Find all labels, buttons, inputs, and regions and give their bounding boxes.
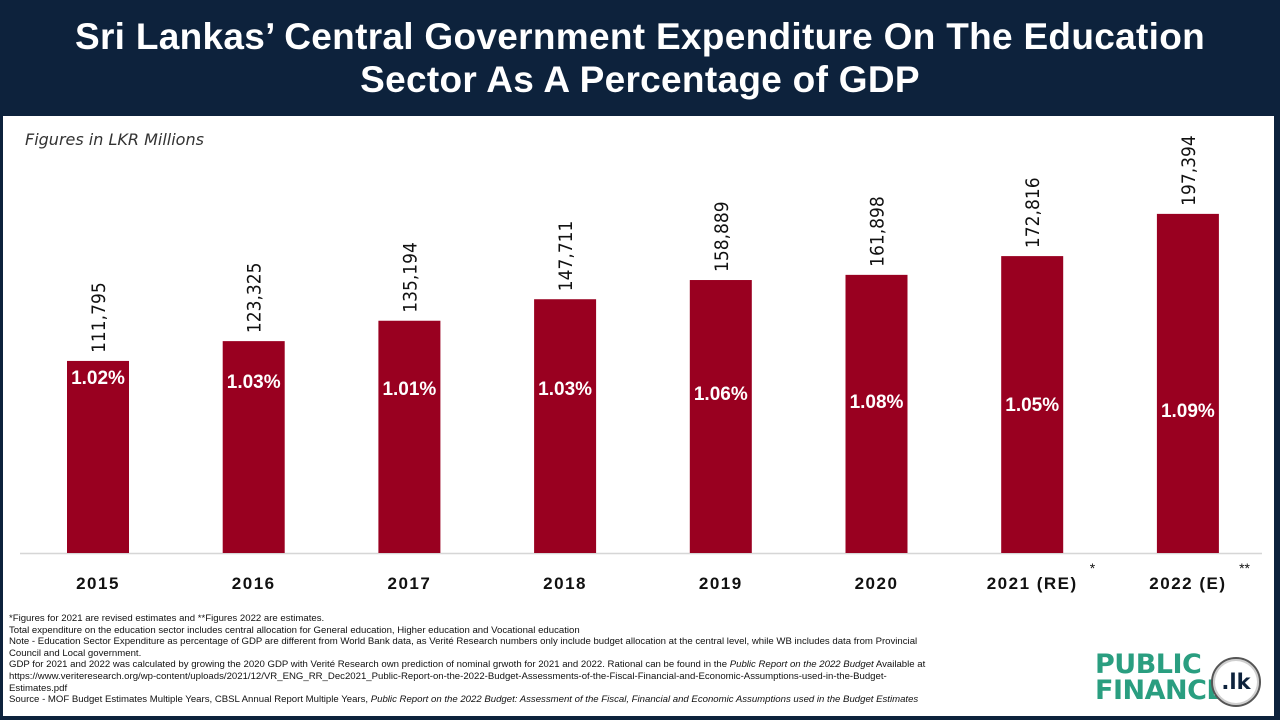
x-tick-label: 2022 (E) [1149,574,1226,593]
logo-text-public: PUBLIC [1095,649,1202,680]
pct-gdp-label: 1.08% [850,392,904,413]
value-label: 123,325 [244,262,266,333]
value-label: 147,711 [555,221,577,292]
footnotes: *Figures for 2021 are revised estimates … [9,613,1069,706]
footnote-coverage: Total expenditure on the education secto… [9,624,580,636]
x-tick-label: 2019 [699,574,743,593]
footnote-url-cont: Estimates.pdf [9,682,68,694]
pct-gdp-label: 1.03% [227,372,281,393]
pct-gdp-label: 1.09% [1161,401,1215,422]
x-tick-label: 2017 [387,574,431,593]
value-label: 172,816 [1022,177,1044,248]
logo-text-finance: FINANCE [1095,675,1225,706]
value-label: 111,795 [88,282,110,353]
source-report-title: Public Report on the 2022 Budget: Assess… [370,694,919,706]
bar-2020 [845,274,908,553]
x-tick-label: 2016 [232,574,276,593]
bar-2021 [1001,256,1064,553]
footnote-wb-note-cont: Council and Local government. [9,647,142,659]
x-tick-label: 2018 [543,574,587,593]
bar-2019 [689,280,752,553]
x-tick-label: 2020 [855,574,899,593]
pct-gdp-label: 1.05% [1005,395,1059,416]
bar-chart: 111,795 1.02% 2015 123,325 1.03% 2016 135,194 1… [20,135,1262,593]
footnote-gdp-method: GDP for 2021 and 2022 was calculated by … [9,659,926,671]
value-label: 197,394 [1178,135,1200,206]
pct-gdp-label: 1.03% [538,379,592,400]
pct-gdp-label: 1.06% [694,384,748,405]
bar-2016 [222,341,285,553]
bar-2015 [67,360,129,553]
x-tick-label: 2015 [76,574,120,593]
x-tick-label: 2021 (RE) [987,574,1078,593]
chart-title-line-1: Sri Lankas’ Central Government Expenditu… [75,16,1205,57]
footnote-estimates: *Figures for 2021 are revised estimates … [9,613,325,624]
footnote-marker: ** [1239,560,1250,576]
bar-2022 [1156,213,1219,553]
title-banner: Sri Lankas’ Central Government Expenditu… [0,0,1280,116]
footnote-source: Source - MOF Budget Estimates Multiple Y… [9,694,919,706]
pct-gdp-label: 1.02% [71,368,125,389]
value-label: 158,889 [711,201,733,272]
value-label: 135,194 [399,242,421,313]
pct-gdp-label: 1.01% [382,379,436,400]
footnote-url: https://www.veriteresearch.org/wp-conten… [9,670,887,682]
bar-2018 [534,299,597,553]
logo-lk-badge-icon: .lk [1211,657,1261,707]
publicfinance-logo: PUBLIC FINANCE .lk [1095,649,1265,712]
chart-title-line-2: Sector As A Percentage of GDP [360,59,920,100]
chart-subtitle: Figures in LKR Millions [25,130,204,149]
footnote-wb-note: Note - Education Sector Expenditure as p… [9,636,918,648]
bar-2017 [378,320,441,553]
value-label: 161,898 [867,196,889,267]
report-title-ref: Public Report on the 2022 Budget [729,659,874,671]
footnote-marker: * [1090,560,1096,576]
